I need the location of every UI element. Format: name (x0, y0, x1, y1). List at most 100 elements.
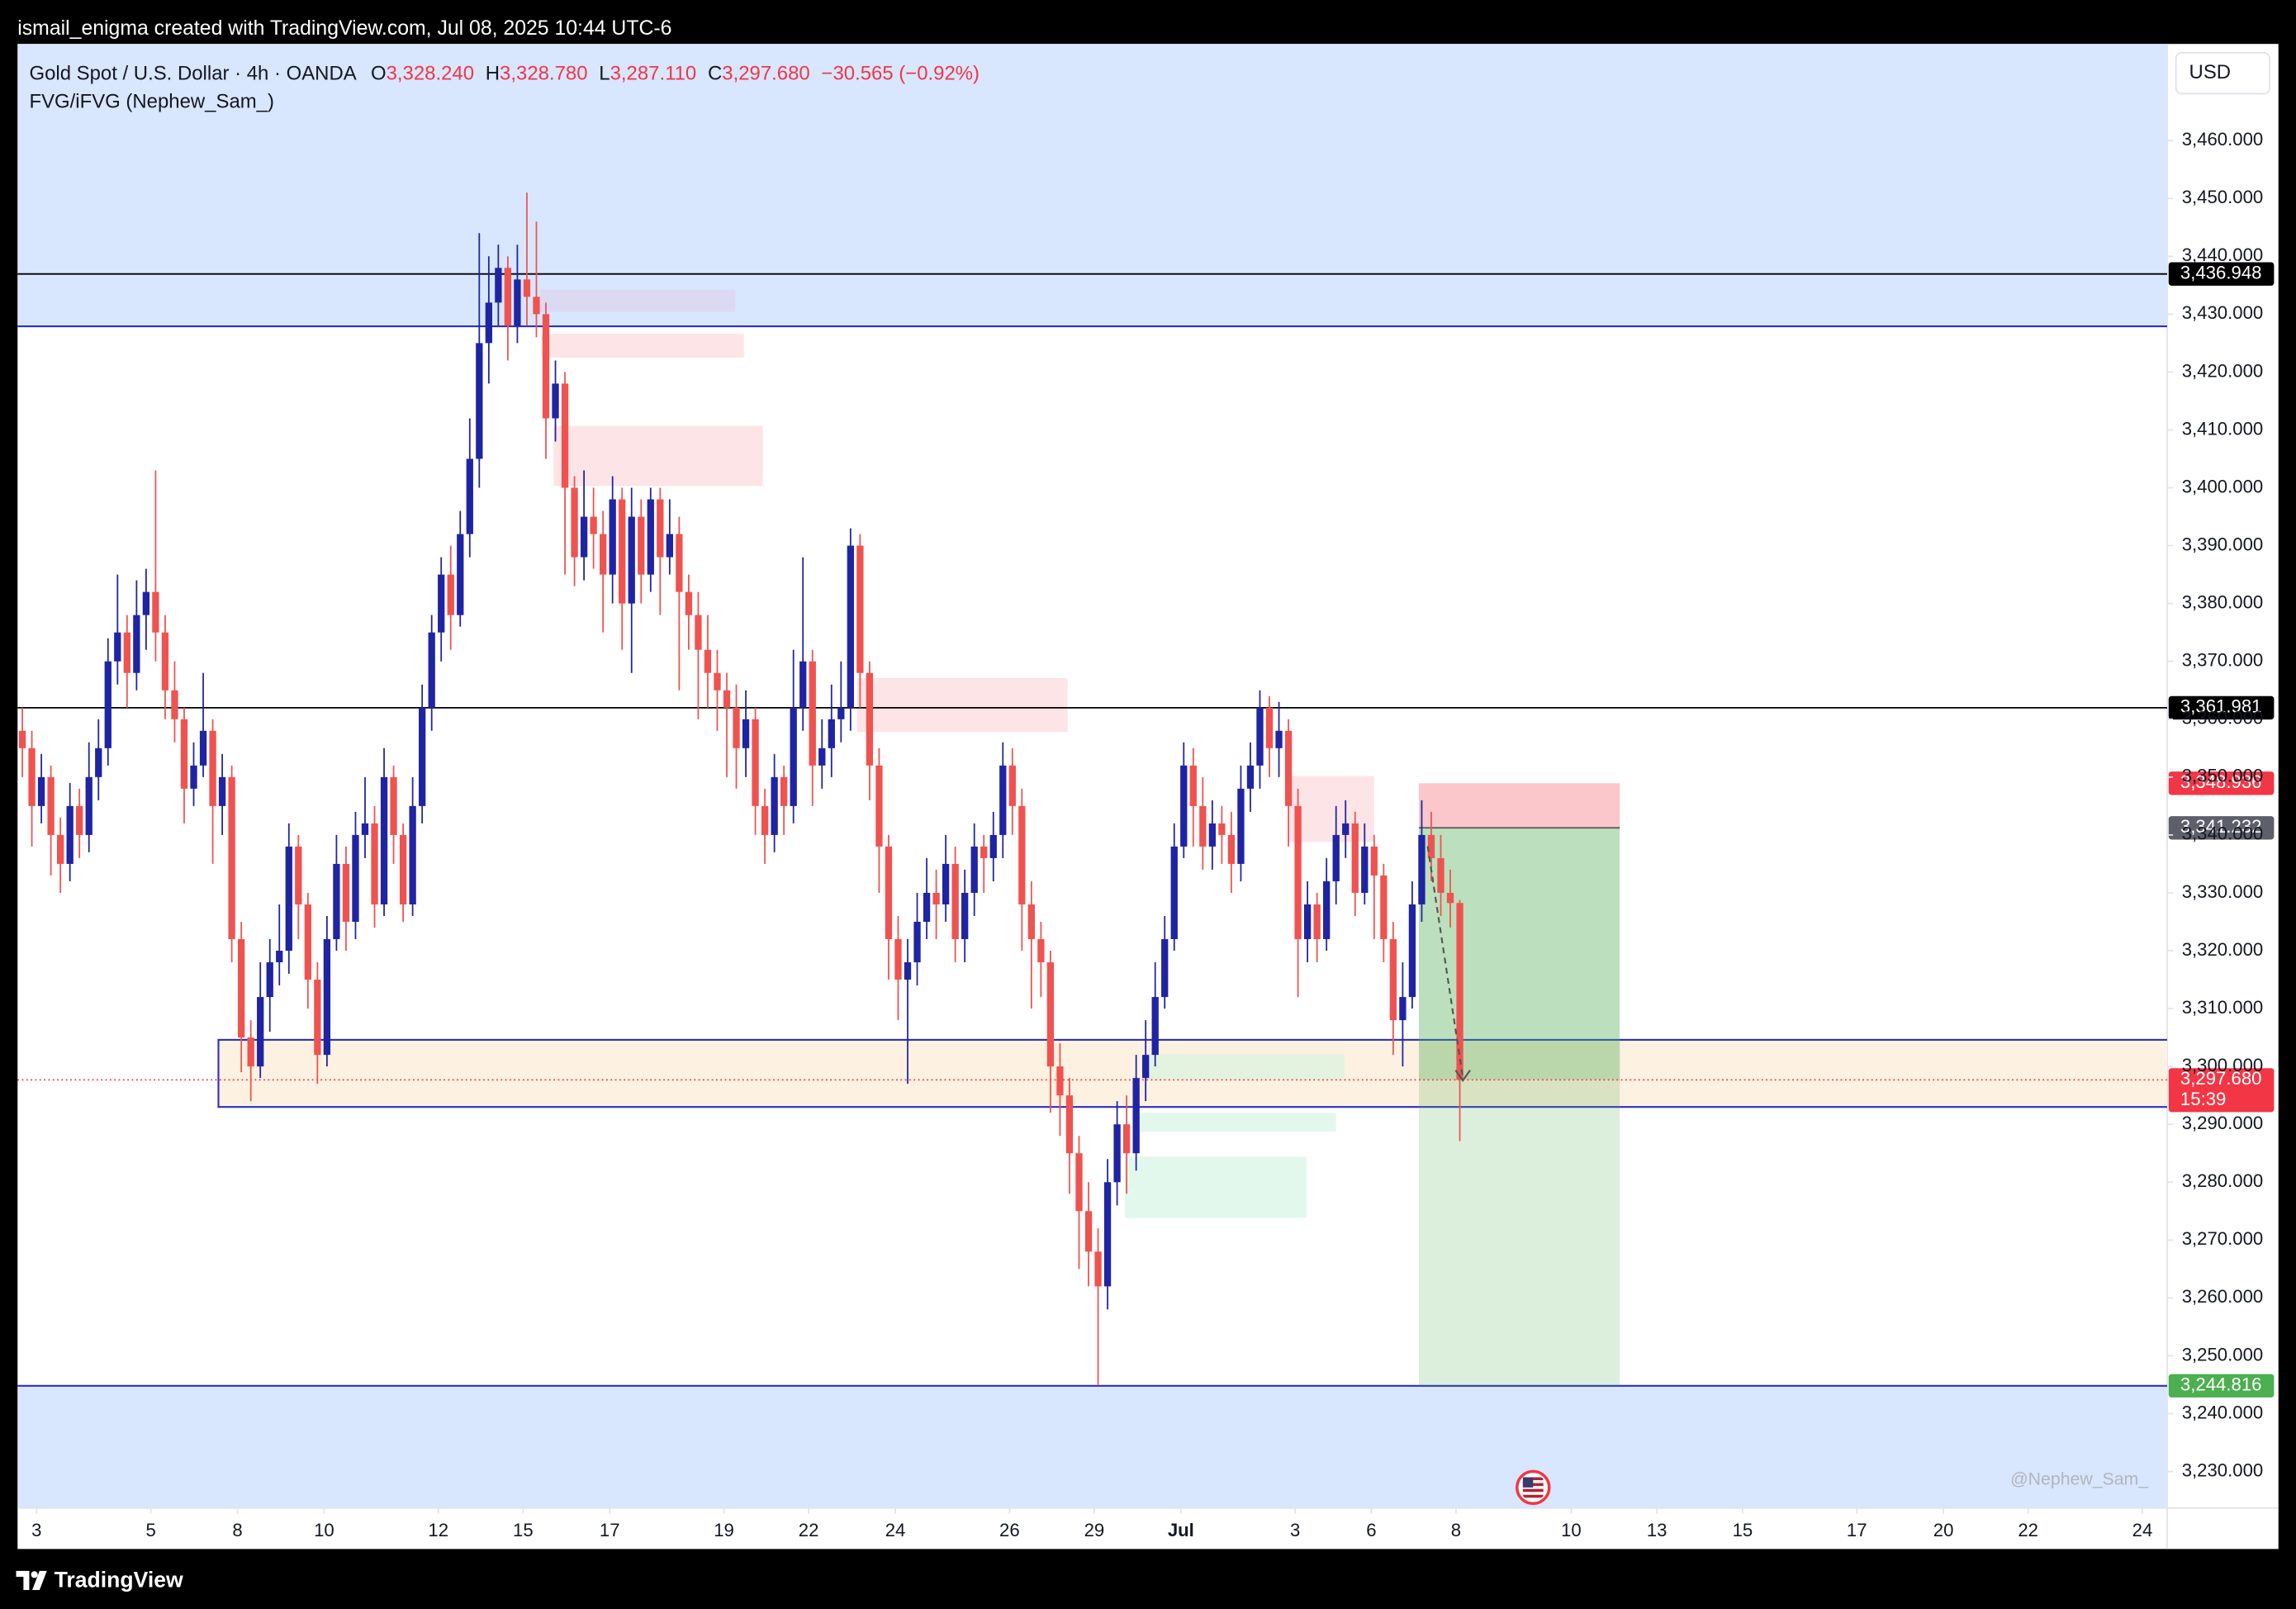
candle-body (685, 591, 693, 615)
candle-body (733, 707, 740, 748)
price-label: 3,436.948 (2180, 263, 2262, 283)
y-tick-label: 3,340.000 (2182, 823, 2264, 844)
candle-body (1323, 880, 1331, 940)
candle-body (438, 574, 445, 633)
candle-body (752, 719, 759, 806)
candle-body (961, 892, 969, 940)
change: −30.565 (−0.92%) (821, 63, 980, 85)
flag-stripe[interactable] (1522, 1492, 1544, 1495)
candle-body (894, 939, 902, 980)
candle-body (523, 279, 531, 297)
fvg-box (1135, 1113, 1336, 1132)
candle-body (847, 545, 855, 708)
event-flag[interactable] (1516, 1469, 1551, 1506)
y-tick-label: 3,400.000 (2182, 476, 2264, 496)
candle-body (600, 534, 607, 575)
candle-body (866, 672, 874, 766)
y-tick-label: 3,460.000 (2182, 129, 2264, 150)
candle-body (619, 499, 626, 604)
ohlc-value: 3,328.780 (500, 63, 587, 85)
candle-body (666, 534, 673, 558)
candle-body (180, 719, 188, 789)
candle-body (951, 863, 959, 940)
candle-body (628, 516, 635, 604)
candle-body (1303, 904, 1312, 940)
price-label: 3,341.232 (2180, 816, 2262, 837)
candle-body (1122, 1124, 1131, 1154)
candle-body (1294, 805, 1302, 940)
logo-dot (31, 1571, 38, 1578)
candle-body (457, 534, 464, 615)
candle-body (1418, 834, 1426, 904)
candle-body (1170, 846, 1178, 940)
flag-stripe[interactable] (1522, 1486, 1544, 1489)
candle-body (923, 892, 931, 922)
x-tick-label: 10 (314, 1520, 334, 1540)
candle-body (542, 314, 550, 419)
x-tick-label: 26 (999, 1520, 1020, 1540)
y-tick-label: 3,230.000 (2182, 1459, 2264, 1480)
candle-body (466, 458, 473, 534)
ohlc-key: O (371, 63, 387, 85)
candle-body (28, 748, 36, 806)
flag-canton[interactable] (1522, 1477, 1534, 1488)
y-tick-label: 3,370.000 (2182, 650, 2264, 671)
candle-body (1399, 997, 1407, 1021)
candle-body (361, 823, 369, 835)
candle-body (1275, 730, 1283, 748)
candle-body (314, 980, 321, 1056)
candle-body (399, 834, 407, 904)
candle-body (161, 632, 169, 691)
arrow-head (1454, 1070, 1471, 1082)
logo (16, 1570, 47, 1590)
legend: Gold Spot / U.S. Dollar · 4h · OANDA O3,… (29, 63, 980, 85)
ohlc-value: 3,328.240 (387, 63, 474, 85)
candle-body (1180, 765, 1188, 847)
y-tick-label: 3,260.000 (2182, 1286, 2264, 1307)
candle-body (504, 268, 512, 326)
candle-body (1361, 846, 1369, 893)
candle-body (913, 921, 921, 963)
candle-body (228, 776, 235, 940)
candle-body (419, 707, 426, 806)
candle-body (1037, 939, 1045, 963)
candle-body (66, 805, 74, 864)
candle-body (1056, 1066, 1064, 1096)
candle-body (323, 939, 331, 1056)
candle-body (476, 343, 483, 459)
candle-body (714, 672, 721, 691)
candle-body (266, 962, 273, 998)
brand: TradingView (55, 1567, 183, 1592)
candle-body (238, 939, 245, 1038)
candle-body (828, 719, 835, 748)
price-axis (2166, 44, 2279, 1550)
currency-button[interactable] (2175, 51, 2270, 95)
price-label: 3,244.816 (2180, 1374, 2262, 1395)
candle-body (1237, 788, 1245, 864)
candle-body (1265, 707, 1274, 748)
candle-body (932, 892, 940, 904)
y-tick-label: 3,280.000 (2182, 1170, 2264, 1191)
candle-body (647, 499, 654, 575)
ohlc-key: L (599, 63, 610, 85)
candle-body (638, 516, 645, 575)
currency[interactable]: USD (2189, 61, 2232, 83)
candle-body (1103, 1182, 1112, 1287)
y-tick-label: 3,390.000 (2182, 534, 2264, 554)
candle-body (818, 748, 826, 766)
ohlc-value: 3,297.680 (722, 63, 809, 85)
candle-body (1027, 904, 1036, 940)
ohlc-value: 3,287.110 (610, 63, 697, 85)
plot (17, 44, 2167, 1508)
y-tick-label: 3,300.000 (2182, 1055, 2264, 1075)
candle-body (257, 997, 264, 1067)
candle-body (580, 516, 588, 558)
y-tick-label: 3,270.000 (2182, 1228, 2264, 1249)
price-label: 3,348.936 (2180, 771, 2262, 792)
candle-body (390, 776, 397, 835)
candle-body (676, 534, 683, 592)
candle-body (1018, 805, 1026, 904)
candle-body (304, 904, 311, 980)
time-axis (17, 1507, 2167, 1550)
